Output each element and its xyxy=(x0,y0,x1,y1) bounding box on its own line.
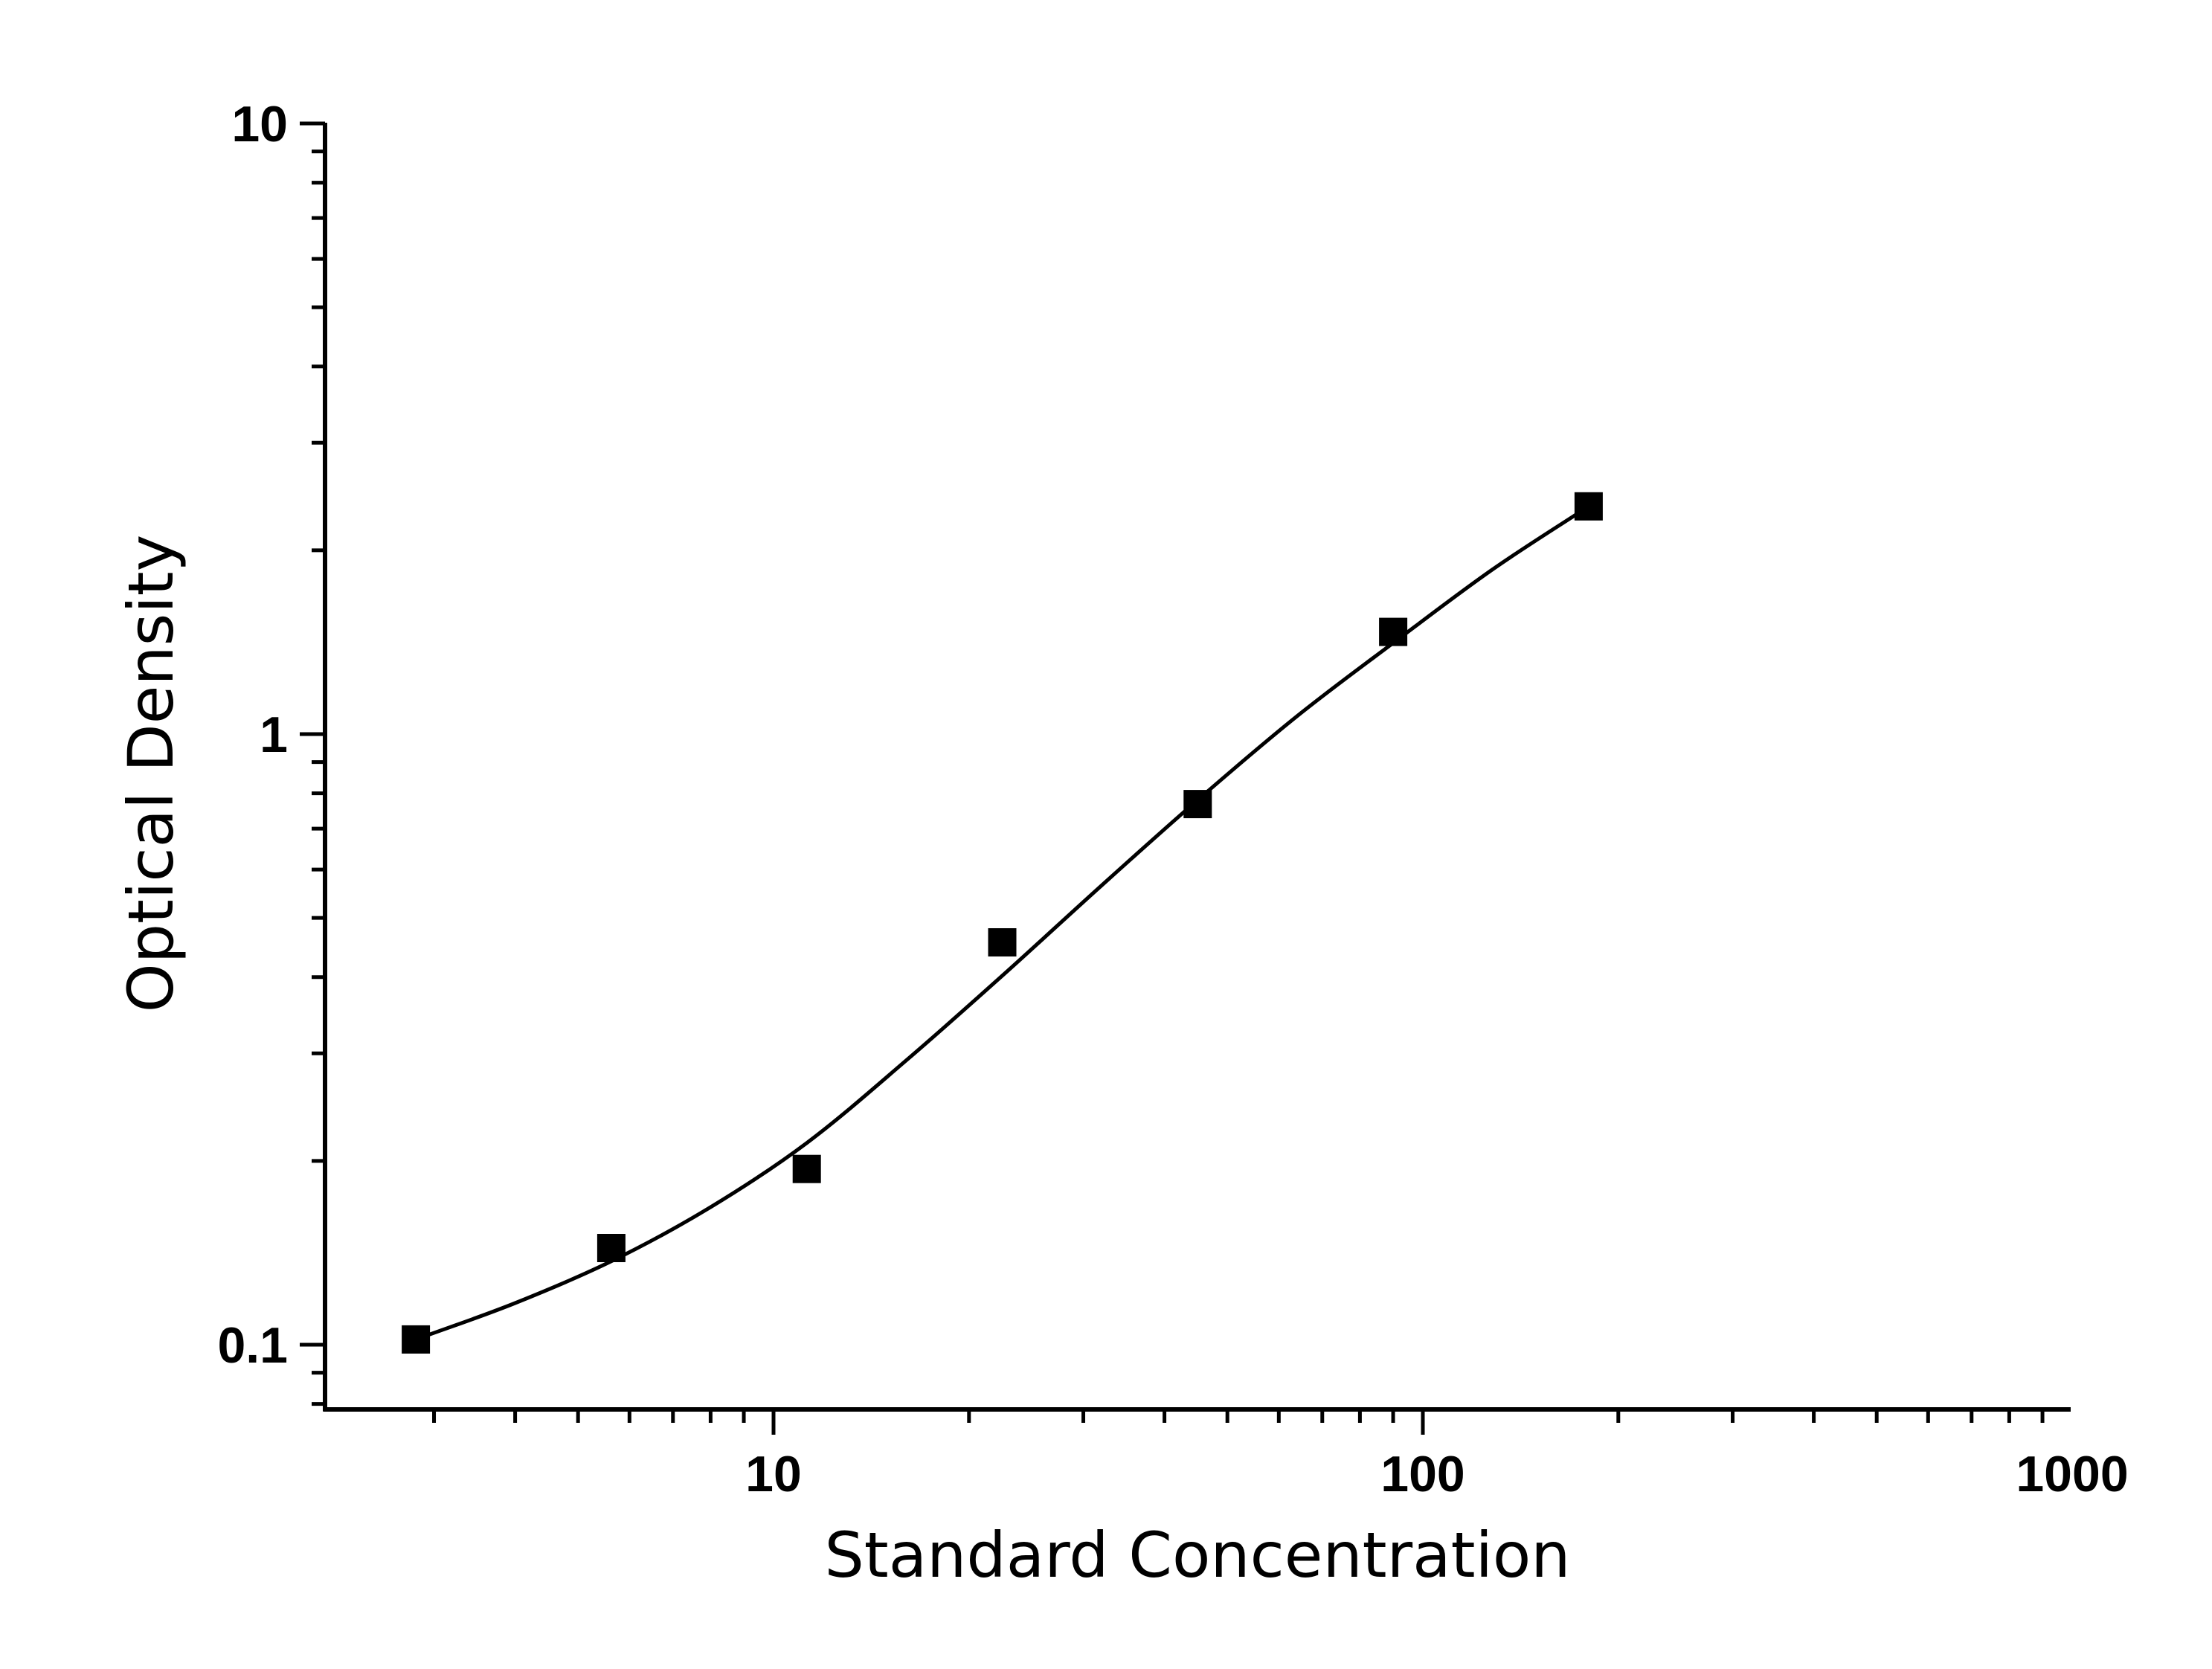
tick-labels: 10 100 1000 0.1 1 10 xyxy=(217,96,2128,1502)
y-tick-label: 10 xyxy=(231,96,288,152)
data-point xyxy=(597,1234,626,1262)
x-axis-title: Standard Concentration xyxy=(824,1519,1570,1592)
x-tick-label: 1000 xyxy=(2016,1446,2128,1502)
data-point xyxy=(1574,492,1603,521)
axes xyxy=(323,123,2071,1412)
y-tick-label: 1 xyxy=(260,707,288,763)
x-tick-label: 10 xyxy=(745,1446,802,1502)
y-tick-label: 0.1 xyxy=(217,1317,288,1374)
data-point xyxy=(792,1154,821,1183)
data-point xyxy=(402,1325,431,1354)
data-point xyxy=(1379,617,1408,646)
data-point xyxy=(1183,790,1212,819)
x-tick-label: 100 xyxy=(1380,1446,1465,1502)
fit-curve xyxy=(415,504,1590,1342)
ticks xyxy=(300,121,2045,1435)
data-point xyxy=(988,928,1017,956)
y-axis-title: Optical Density xyxy=(115,535,187,1013)
data-points xyxy=(402,492,1603,1354)
